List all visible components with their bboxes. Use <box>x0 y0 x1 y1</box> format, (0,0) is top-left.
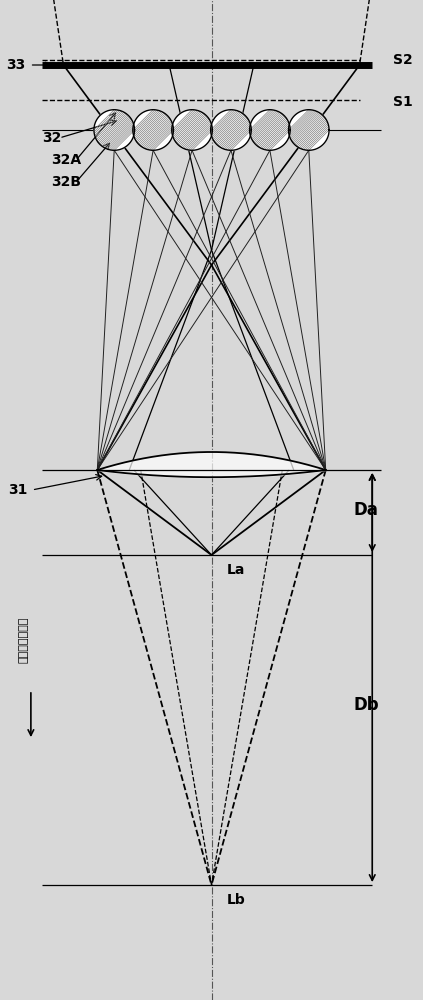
Text: 32: 32 <box>42 131 62 145</box>
Text: Lb: Lb <box>226 893 245 907</box>
Text: 32B: 32B <box>51 175 81 189</box>
Polygon shape <box>172 110 212 150</box>
Text: La: La <box>226 563 244 577</box>
Polygon shape <box>288 110 329 150</box>
Text: 一被拍攝體方向: 一被拍攝體方向 <box>18 617 28 663</box>
Text: Db: Db <box>353 696 379 714</box>
Polygon shape <box>94 110 135 150</box>
Text: 31: 31 <box>8 483 27 497</box>
Text: S1: S1 <box>393 95 413 109</box>
Polygon shape <box>133 110 173 150</box>
Text: Da: Da <box>353 501 378 519</box>
Text: 32A: 32A <box>51 153 81 167</box>
Text: 33: 33 <box>6 58 25 72</box>
Text: S2: S2 <box>393 53 413 67</box>
Polygon shape <box>211 110 251 150</box>
Polygon shape <box>250 110 290 150</box>
